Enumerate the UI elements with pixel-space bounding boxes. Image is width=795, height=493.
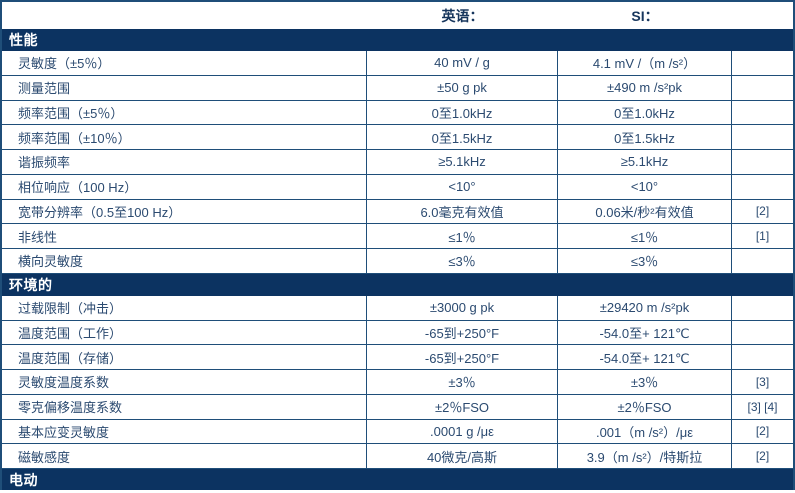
spec-label: 横向灵敏度 [2, 249, 367, 274]
table-row: 频率范围（±5％） 0至1.0kHz 0至1.0kHz [2, 100, 793, 126]
table-row: 谐振频率 ≥5.1kHz ≥5.1kHz [2, 150, 793, 175]
note-ref [732, 296, 793, 321]
value-si: -54.0至+ 121℃ [558, 320, 732, 346]
table-row: 宽带分辨率（0.5至100 Hz） 6.0毫克有效值 0.06米/秒²有效值 [2] [2, 199, 793, 225]
column-header-row: 英语： SI： [2, 2, 793, 29]
table-row: 横向灵敏度 ≤3％ ≤3％ [2, 249, 793, 274]
table-row: 灵敏度（±5％） 40 mV / g 4.1 mV /（m /s²） [2, 51, 793, 76]
note-ref [732, 101, 793, 126]
spec-label: 灵敏度（±5％） [2, 51, 367, 76]
value-si: 0至1.5kHz [558, 125, 732, 150]
spec-label: 频率范围（±10％） [2, 125, 367, 150]
column-header-notes-spacer [732, 2, 793, 29]
note-ref [732, 321, 793, 346]
value-si: ±490 m /s²pk [558, 75, 732, 101]
value-english: ±2％FSO [367, 394, 558, 420]
spec-label: 相位响应（100 Hz） [2, 174, 367, 200]
spec-label: 灵敏度温度系数 [2, 370, 367, 395]
value-si: 4.1 mV /（m /s²） [558, 51, 732, 76]
column-header-english: 英语： [441, 7, 484, 24]
value-si: .001（m /s²）/με [558, 419, 732, 445]
value-si: ≤1％ [558, 224, 732, 249]
column-header-si: SI： [631, 7, 659, 24]
value-si: 0.06米/秒²有效值 [558, 199, 732, 225]
value-english: 0至1.5kHz [367, 125, 558, 150]
table-row: 过载限制（冲击） ±3000 g pk ±29420 m /s²pk [2, 295, 793, 321]
value-english: .0001 g /με [367, 419, 558, 445]
value-si: 0至1.0kHz [558, 100, 732, 126]
value-english: ±3％ [367, 370, 558, 395]
value-english: 40 mV / g [367, 51, 558, 76]
note-ref [732, 150, 793, 175]
value-english: 6.0毫克有效值 [367, 199, 558, 225]
section-header-label: 电动 [9, 471, 38, 488]
table-row: 非线性 ≤1％ ≤1％ [1] [2, 224, 793, 249]
table-row: 测量范围 ±50 g pk ±490 m /s²pk [2, 75, 793, 101]
spec-label: 磁敏感度 [2, 444, 367, 469]
table-row: 相位响应（100 Hz） <10° <10° [2, 174, 793, 200]
spec-label: 频率范围（±5％） [2, 100, 367, 126]
value-si: <10° [558, 174, 732, 200]
value-si: ±2％FSO [558, 394, 732, 420]
table-row: 频率范围（±10％） 0至1.5kHz 0至1.5kHz [2, 125, 793, 150]
note-ref: [3] [4] [732, 395, 793, 420]
note-ref: [1] [732, 224, 793, 249]
note-ref [732, 249, 793, 274]
table-row: 灵敏度温度系数 ±3％ ±3％ [3] [2, 370, 793, 395]
spec-label: 基本应变灵敏度 [2, 419, 367, 445]
spec-label: 温度范围（工作） [2, 320, 367, 346]
section-header-row: 电动 [2, 469, 793, 490]
table-row: 温度范围（工作） -65到+250°F -54.0至+ 121℃ [2, 320, 793, 346]
note-ref: [2] [732, 420, 793, 445]
column-header-spacer [2, 2, 367, 29]
note-ref [732, 51, 793, 76]
value-si: ±3％ [558, 370, 732, 395]
value-si: 3.9（m /s²）/特斯拉 [558, 444, 732, 469]
section-header-label: 环境的 [9, 276, 53, 293]
table-row: 磁敏感度 40微克/高斯 3.9（m /s²）/特斯拉 [2] [2, 444, 793, 469]
section-header-row: 性能 [2, 29, 793, 51]
note-ref [732, 345, 793, 370]
value-english: -65到+250°F [367, 320, 558, 346]
value-english: ≥5.1kHz [367, 150, 558, 175]
spec-label: 零克偏移温度系数 [2, 394, 367, 420]
section-header-row: 环境的 [2, 273, 793, 296]
value-english: 40微克/高斯 [367, 444, 558, 469]
spec-label: 谐振频率 [2, 150, 367, 175]
value-english: ±3000 g pk [367, 295, 558, 321]
value-si: ±29420 m /s²pk [558, 295, 732, 321]
value-english: <10° [367, 174, 558, 200]
table-row: 基本应变灵敏度 .0001 g /με .001（m /s²）/με [2] [2, 419, 793, 445]
value-si: -54.0至+ 121℃ [558, 345, 732, 370]
value-english: ≤1％ [367, 224, 558, 249]
spec-label: 过载限制（冲击） [2, 295, 367, 321]
spec-label: 温度范围（存储） [2, 345, 367, 370]
value-si: ≥5.1kHz [558, 150, 732, 175]
value-si: ≤3％ [558, 249, 732, 274]
note-ref: [3] [732, 370, 793, 395]
note-ref: [2] [732, 200, 793, 225]
spec-label: 宽带分辨率（0.5至100 Hz） [2, 199, 367, 225]
value-english: ≤3％ [367, 249, 558, 274]
note-ref [732, 175, 793, 200]
value-english: -65到+250°F [367, 345, 558, 370]
note-ref [732, 76, 793, 101]
table-body: 性能 灵敏度（±5％） 40 mV / g 4.1 mV /（m /s²） 测量范围 ±5… [2, 29, 793, 490]
section-header-label: 性能 [9, 32, 38, 48]
spec-label: 非线性 [2, 224, 367, 249]
note-ref: [2] [732, 444, 793, 469]
value-english: ±50 g pk [367, 75, 558, 101]
table-row: 零克偏移温度系数 ±2％FSO ±2％FSO [3] [4] [2, 394, 793, 420]
spec-label: 测量范围 [2, 75, 367, 101]
table-row: 温度范围（存储） -65到+250°F -54.0至+ 121℃ [2, 345, 793, 370]
note-ref [732, 125, 793, 150]
value-english: 0至1.0kHz [367, 100, 558, 126]
